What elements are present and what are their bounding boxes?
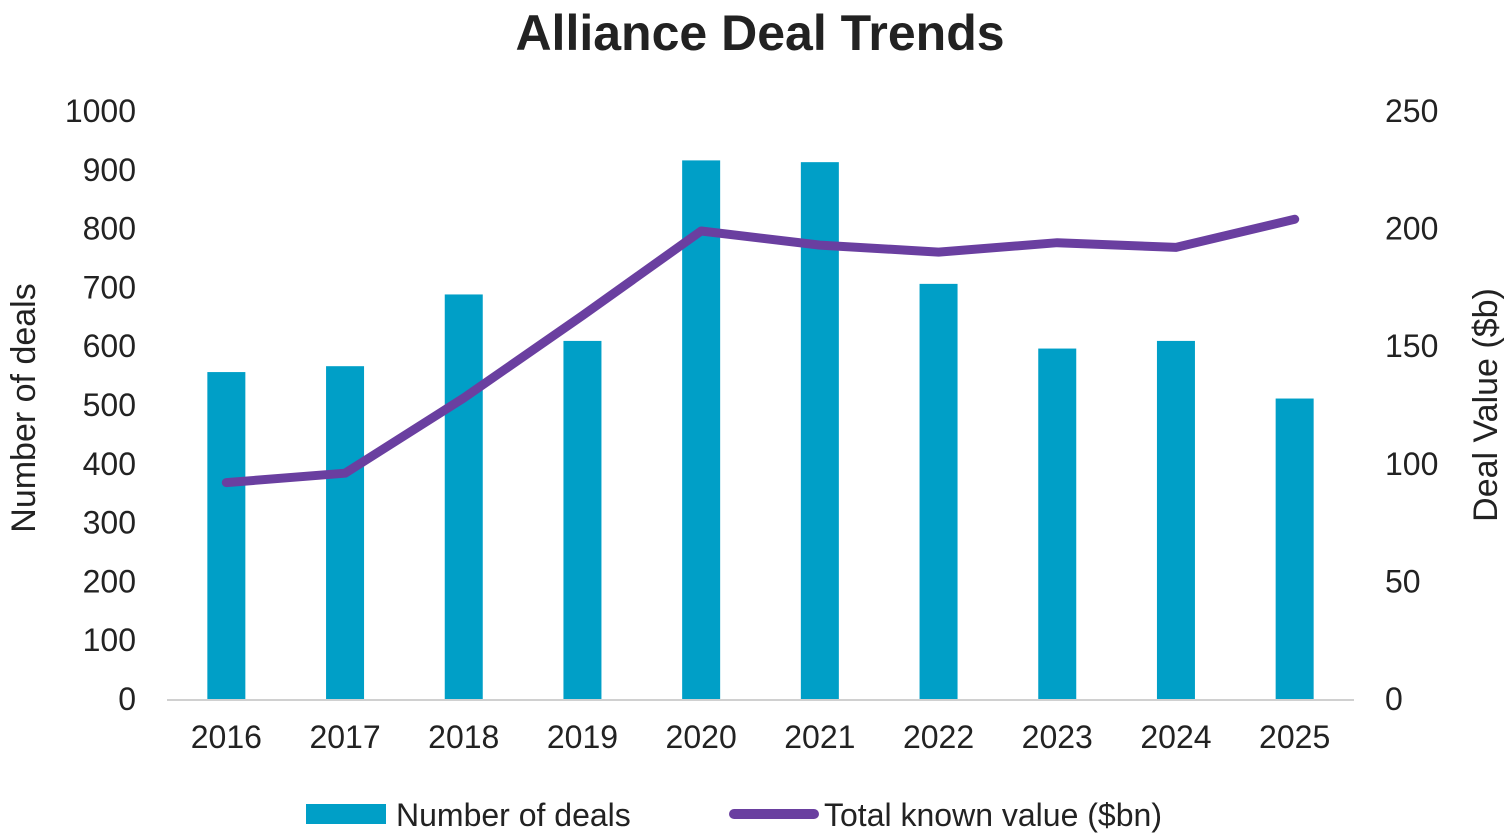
bar-2016 xyxy=(207,372,245,699)
bar-2022 xyxy=(920,284,958,699)
x-tick-label: 2016 xyxy=(191,719,262,755)
y-left-tick-label: 1000 xyxy=(65,93,136,129)
y-right-tick-label: 150 xyxy=(1385,328,1438,364)
x-tick-label: 2025 xyxy=(1259,719,1330,755)
x-axis: 2016 2017 2018 2019 2020 2021 2022 2023 2024 2025 xyxy=(167,700,1354,755)
bar-2018 xyxy=(445,294,483,699)
x-tick-label: 2017 xyxy=(309,719,380,755)
legend: Number of deals Total known value ($bn) xyxy=(306,797,1162,833)
x-tick-label: 2019 xyxy=(547,719,618,755)
bar-2023 xyxy=(1038,349,1076,699)
y-axis-right: 0 50 100 150 200 250 xyxy=(1385,93,1438,717)
y-left-tick-label: 200 xyxy=(83,563,136,599)
y-left-tick-label: 100 xyxy=(83,622,136,658)
x-tick-label: 2022 xyxy=(903,719,974,755)
line-total-known-value xyxy=(226,219,1294,482)
x-tick-label: 2023 xyxy=(1022,719,1093,755)
y-left-tick-label: 0 xyxy=(118,681,136,717)
legend-swatch-bars xyxy=(306,804,386,824)
y-left-tick-label: 600 xyxy=(83,328,136,364)
bar-2025 xyxy=(1276,399,1314,699)
y-left-tick-label: 700 xyxy=(83,269,136,305)
y-left-tick-label: 800 xyxy=(83,211,136,247)
y-right-tick-label: 200 xyxy=(1385,211,1438,247)
y-axis-right-label: Deal Value ($b) xyxy=(1467,288,1505,522)
y-left-tick-label: 500 xyxy=(83,387,136,423)
y-left-tick-label: 300 xyxy=(83,505,136,541)
bar-2024 xyxy=(1157,341,1195,699)
bar-2017 xyxy=(326,366,364,699)
y-right-tick-label: 50 xyxy=(1385,563,1421,599)
chart-title: Alliance Deal Trends xyxy=(515,5,1004,61)
line-series xyxy=(226,219,1295,483)
bar-2019 xyxy=(563,341,601,699)
x-tick-label: 2024 xyxy=(1140,719,1211,755)
y-axis-left: 0 100 200 300 400 500 600 700 800 900 1000 xyxy=(65,93,136,717)
y-right-tick-label: 100 xyxy=(1385,446,1438,482)
x-tick-label: 2020 xyxy=(666,719,737,755)
legend-label-bars: Number of deals xyxy=(396,797,631,833)
y-right-tick-label: 250 xyxy=(1385,93,1438,129)
y-axis-left-label: Number of deals xyxy=(5,283,43,532)
y-left-tick-label: 900 xyxy=(83,152,136,188)
y-left-tick-label: 400 xyxy=(83,446,136,482)
legend-label-line: Total known value ($bn) xyxy=(824,797,1162,833)
y-right-tick-label: 0 xyxy=(1385,681,1403,717)
x-tick-label: 2018 xyxy=(428,719,499,755)
x-tick-label: 2021 xyxy=(784,719,855,755)
